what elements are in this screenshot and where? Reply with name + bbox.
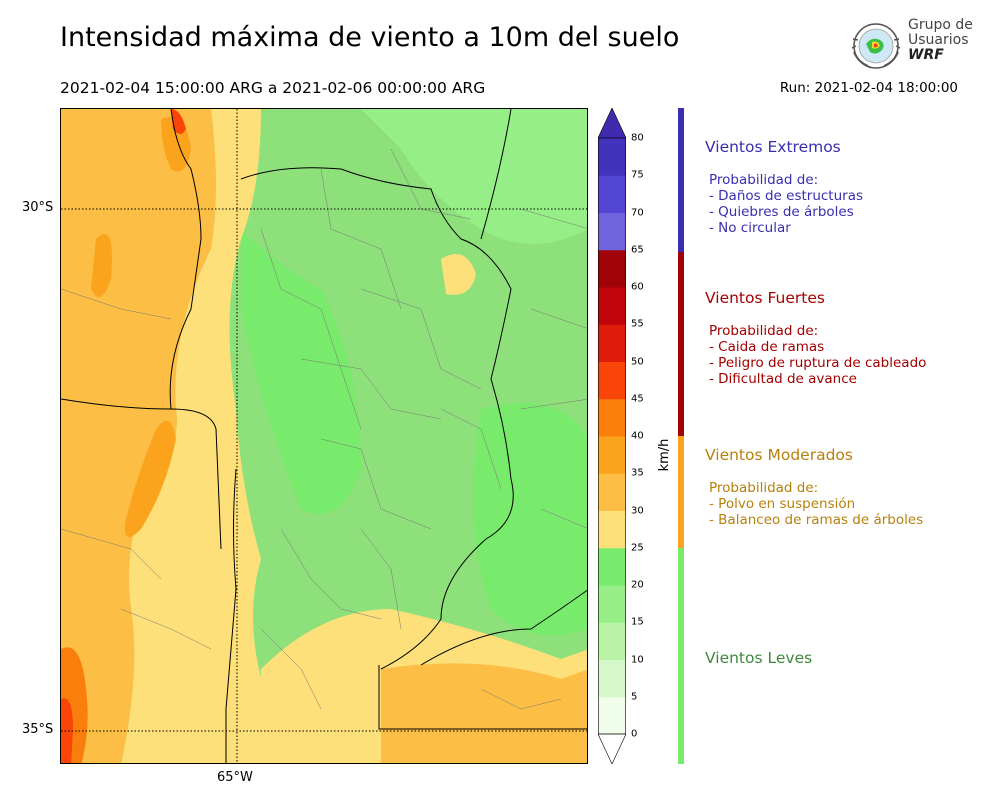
lat-label-35s: 35°S [22, 722, 54, 737]
boundary-5 [480, 109, 512, 240]
colorbar-tick-label: 0 [631, 728, 638, 740]
colorbar-segment-6 [598, 473, 626, 511]
category-bar [678, 548, 684, 764]
logo-line-1: Grupo de [908, 17, 973, 33]
colorbar-segment-13 [598, 212, 626, 251]
boundary-4 [240, 167, 514, 670]
category-title: Vientos Fuertes [705, 289, 825, 307]
category-line: - Dificultad de avance [709, 371, 857, 387]
colorbar-unit: km/h [656, 438, 672, 472]
category-description: Probabilidad de: - Caida de ramas - Peligr… [709, 323, 926, 387]
field-orange-streak-1 [125, 421, 176, 537]
colorbar-tick-label: 75 [631, 169, 644, 181]
category-title: Vientos Leves [705, 649, 813, 667]
globe-icon [851, 23, 901, 69]
logo-line-3: WRF [908, 47, 944, 63]
boundary-2 [169, 109, 202, 410]
colorbar-segment-5 [598, 510, 626, 549]
boundary-3 [225, 468, 237, 763]
category-line: - Quiebres de árboles [709, 204, 854, 220]
colorbar-tick-label: 30 [631, 505, 644, 516]
colorbar-tick-label: 80 [631, 132, 644, 144]
colorbar-segment-10 [598, 324, 626, 362]
colorbar-segment-2 [598, 622, 626, 660]
category-line: - Caida de ramas [709, 339, 825, 355]
field-green-east [473, 403, 587, 636]
field-orange-streak-3 [91, 234, 112, 297]
colorbar-segment-9 [598, 361, 626, 400]
category-line: - Daños de estructuras [709, 188, 864, 204]
category-description: Probabilidad de: - Polvo en suspensión - B… [709, 480, 923, 528]
wind-map[interactable] [60, 108, 588, 764]
lat-label-30s: 30°S [22, 200, 54, 215]
colorbar-segment-4 [598, 547, 626, 586]
colorbar-outline [598, 137, 626, 735]
field-yellow-ne [441, 254, 476, 295]
field-green-center [241, 229, 361, 514]
field-light-green-ne [361, 109, 587, 244]
forecast-period: 2021-02-04 15:00:00 ARG a 2021-02-06 00:… [60, 79, 486, 97]
colorbar-segment-8 [598, 398, 626, 437]
field-yellow-west [121, 109, 271, 763]
colorbar-tick-label: 40 [631, 430, 644, 442]
colorbar-tick-label: 20 [631, 579, 644, 591]
colorbar-tick-label: 50 [631, 356, 644, 367]
logo-text: Grupo de Usuarios WRF [908, 18, 973, 63]
category-bar [678, 108, 684, 252]
wrf-logo: Grupo de Usuarios WRF [848, 18, 978, 74]
category-title: Vientos Extremos [705, 138, 841, 156]
category-description: Probabilidad de: - Daños de estructuras - … [709, 172, 863, 236]
colorbar-ticks: 0 5 10 15 20 25 30 35 40 45 50 55 60 65 70 75 80 [631, 108, 671, 764]
colorbar-segment-12 [598, 249, 626, 288]
colorbar-tick-label: 60 [631, 281, 644, 293]
colorbar [598, 108, 626, 764]
map-title: Intensidad máxima de viento a 10m del su… [60, 22, 680, 53]
boundary-7 [420, 589, 587, 666]
colorbar-tick-label: 35 [631, 467, 644, 479]
boundary-6 [378, 665, 587, 730]
category-line: - Peligro de ruptura de cableado [709, 355, 927, 371]
colorbar-extend-high [598, 108, 626, 139]
colorbar-tick-label: 5 [631, 691, 638, 703]
category-line: - Balanceo de ramas de árboles [709, 512, 924, 528]
colorbar-tick-label: 15 [631, 616, 644, 628]
colorbar-tick-label: 45 [631, 393, 644, 405]
field-red-sw-2 [61, 698, 73, 763]
colorbar-segment-11 [598, 287, 626, 325]
category-title: Vientos Moderados [705, 446, 853, 464]
colorbar-segment-0 [598, 696, 626, 735]
colorbar-segment-14 [598, 175, 626, 213]
department-lines [61, 148, 587, 710]
colorbar-segment-3 [598, 585, 626, 623]
colorbar-tick-label: 70 [631, 207, 644, 218]
logo-line-2: Usuarios [908, 32, 969, 48]
category-line: Probabilidad de: [709, 480, 819, 496]
category-line: Probabilidad de: [709, 172, 819, 188]
colorbar-segment-7 [598, 436, 626, 474]
colorbar-extend-low [598, 733, 626, 764]
field-orange-south [381, 663, 587, 763]
category-line: Probabilidad de: [709, 323, 819, 339]
colorbar-tick-label: 25 [631, 542, 644, 554]
colorbar-tick-label: 10 [631, 654, 644, 665]
run-time: Run: 2021-02-04 18:00:00 [779, 80, 958, 96]
category-line: - No circular [709, 220, 791, 236]
colorbar-tick-label: 65 [631, 244, 644, 256]
colorbar-segment-15 [598, 138, 626, 176]
wind-field-svg [61, 109, 587, 763]
field-red-n [171, 109, 186, 134]
category-line: - Polvo en suspensión [709, 496, 856, 512]
category-bar [678, 252, 684, 436]
colorbar-tick-label: 55 [631, 318, 644, 330]
lon-label-65w: 65°W [217, 770, 253, 785]
colorbar-segment-1 [598, 659, 626, 698]
category-bar [678, 436, 684, 548]
